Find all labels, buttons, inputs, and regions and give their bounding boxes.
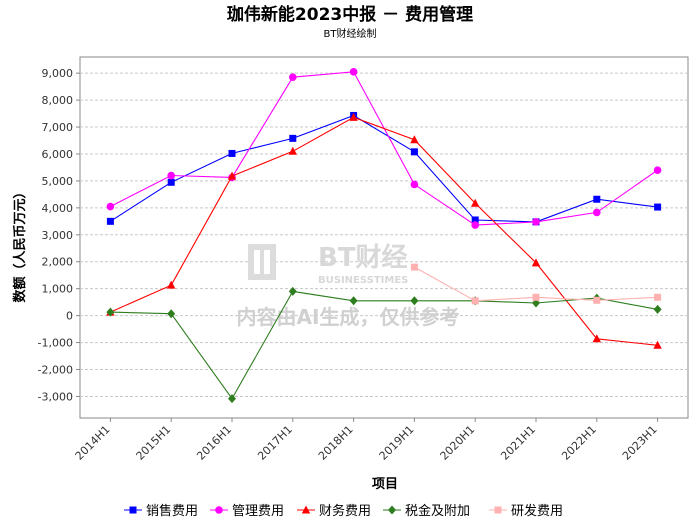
x-tick-label: 2022H1 [559,423,599,463]
y-tick-label: 2,000 [42,256,74,269]
data-point [531,258,541,267]
x-axis-ticks: 2014H1 2015H1 2016H1 2017H1 2018H1 2019H1 2020… [73,418,660,463]
series-4 [106,286,662,404]
series-line [110,114,658,223]
y-tick-label: -1,000 [38,337,73,350]
data-point [167,280,176,289]
data-point [106,307,115,317]
data-point [410,135,419,144]
chart-subtitle: BT财经绘制 [324,27,377,40]
data-point [410,263,418,271]
x-tick-label: 2020H1 [438,423,478,463]
y-tick-label: 3,000 [42,229,74,242]
series-group [106,68,662,404]
y-tick-label: 6,000 [42,148,74,161]
y-tick-label: 8,000 [42,94,74,107]
data-point [410,180,419,189]
y-tick-label: 5,000 [42,175,74,188]
data-point [289,73,297,82]
y-tick-label: 4,000 [42,202,74,215]
x-tick-label: 2015H1 [134,423,174,463]
data-point [593,208,601,217]
data-point [227,171,237,180]
data-point [349,112,358,121]
data-point [106,202,115,211]
data-point [349,68,358,76]
chart-title: 珈伟新能2023中报 － 费用管理 [227,4,473,25]
legend-marker [215,506,223,514]
data-point [592,334,601,343]
watermark-notice: 内容由AI生成，仅供参考 [237,305,460,329]
y-tick-label: 0 [66,310,73,323]
legend-marker [129,506,137,514]
data-point [410,296,419,306]
data-point [653,304,662,314]
data-point [471,216,479,224]
data-point [288,286,297,296]
legend-marker [494,506,502,514]
series-5 [410,263,662,305]
data-point [471,198,480,207]
y-axis-title: 数额（人民币万元） [12,185,28,302]
y-tick-label: 1,000 [42,283,74,296]
data-point [653,340,662,349]
data-point [288,146,297,155]
data-point [410,148,418,156]
legend-item: 管理费用 [210,504,284,519]
grid-lines [80,72,688,397]
legend-item: 财务费用 [297,503,371,519]
data-point [289,134,297,142]
y-tick-label: 7,000 [42,121,74,134]
data-point [228,394,236,404]
x-tick-label: 2018H1 [316,423,356,463]
x-tick-label: 2014H1 [73,423,113,463]
data-point [593,296,601,304]
y-tick-label: -3,000 [38,390,73,403]
legend-item: 税金及附加 [383,503,470,519]
data-point [106,217,114,225]
watermark-brand-en: BUSINESSTIMES [318,275,408,286]
x-axis-title: 项目 [372,477,398,492]
legend-label: 税金及附加 [405,503,470,519]
x-tick-label: 2016H1 [194,423,234,463]
x-tick-label: 2023H1 [620,423,660,463]
series-line [110,290,658,400]
legend-label: 研发费用 [511,503,563,519]
data-point [228,149,236,157]
y-axis-ticks: -3,000 -2,000 -1,000 0 1,000 2,000 3,000 4,000 5… [38,67,80,403]
data-point [471,221,480,229]
data-point [654,203,662,211]
data-point [349,296,358,306]
plot-area [79,56,689,419]
data-point [167,178,175,186]
legend-label: 财务费用 [319,503,371,519]
data-point [654,293,662,301]
legend: 销售费用 管理费用 财务费用 税金及附加 研发费用 [124,503,563,519]
data-point [532,293,540,301]
legend-label: 管理费用 [232,504,284,519]
data-point [471,297,479,305]
bt-logo-icon [248,244,276,280]
legend-marker [388,505,396,515]
data-point [167,171,175,180]
data-point [532,218,540,226]
x-tick-label: 2017H1 [255,423,295,463]
data-point [167,309,176,319]
data-point [653,166,662,174]
legend-item: 研发费用 [489,503,563,519]
y-tick-label: 9,000 [42,67,74,80]
legend-item: 销售费用 [124,503,198,519]
legend-marker [301,505,311,514]
watermark-brand: BT财经 [318,242,408,273]
data-point [593,195,601,203]
x-tick-label: 2021H1 [498,423,538,463]
x-tick-label: 2019H1 [377,423,417,463]
y-tick-label: -2,000 [38,364,73,377]
legend-label: 销售费用 [146,503,198,519]
